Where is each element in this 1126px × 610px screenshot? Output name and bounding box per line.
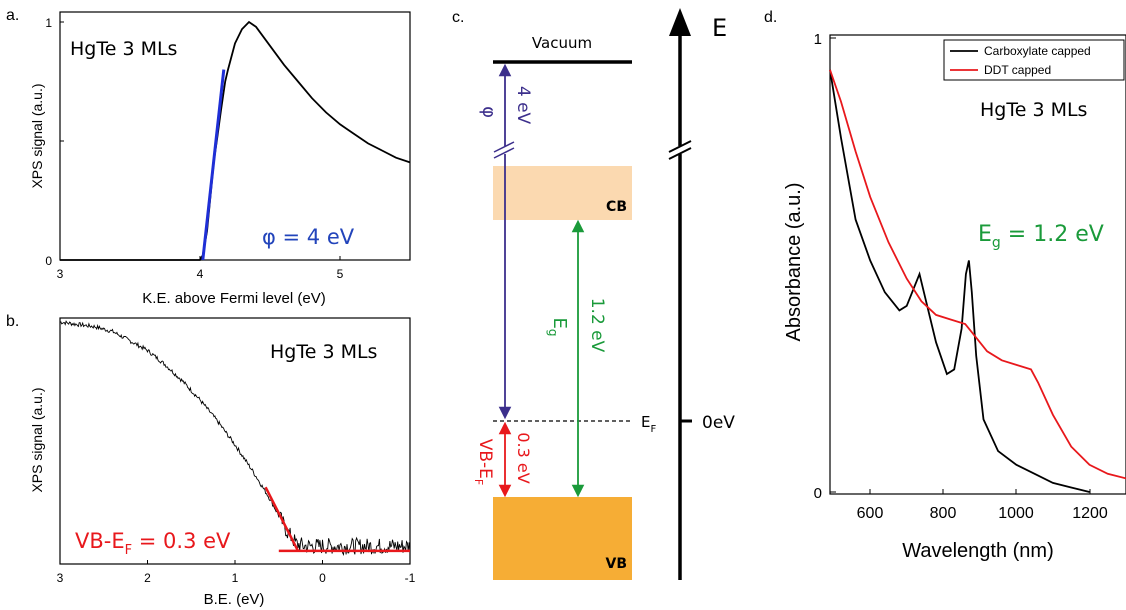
panel-d-ytick-label-1: 1: [814, 31, 822, 48]
panel-b-xtick-label-3: 3: [57, 571, 64, 585]
panel-a-xtick-label-3: 3: [57, 267, 64, 281]
panel-d-legend: [943, 39, 1125, 81]
panel-d-xlabel: Wavelength (nm): [902, 540, 1054, 562]
panel-d-ylabel: Absorbance (a.u.): [783, 183, 805, 342]
panel-b-xtick-label-m1: -1: [405, 571, 416, 585]
panel-d-xtick-label-1000: 1000: [998, 505, 1034, 522]
work-function-break-mark-1: [493, 141, 515, 153]
panel-a-annotation: HgTe 3 MLs: [70, 38, 177, 60]
panel-d-series-ddt: [829, 69, 1126, 480]
panel-a-ytick-label-0: 0: [45, 254, 52, 268]
energy-axis-zero-label: 0eV: [702, 413, 735, 433]
valence-band: [493, 497, 632, 580]
vb-ef-label: VB-EF: [472, 439, 495, 486]
conduction-band: [493, 166, 632, 220]
panel-d: d. 1 0 600 800 1000 1200 Wavelength (nm)…: [764, 9, 1126, 562]
panel-b-ylabel: XPS signal (a.u.): [29, 387, 45, 492]
panel-b-xtick-label-1: 1: [232, 571, 239, 585]
fermi-level-label: EF: [641, 413, 656, 435]
work-function-symbol: φ: [478, 106, 499, 118]
panel-d-gap-label: Eg = 1.2 eV: [978, 222, 1104, 251]
panel-d-frame: [829, 34, 1126, 495]
panel-d-xtick-label-600: 600: [857, 505, 884, 522]
panel-c: c. Vacuum CB VB EF φ 4 eV Eg 1.2 eV VB-E…: [452, 8, 735, 580]
panel-d-xtick-label-800: 800: [930, 505, 957, 522]
energy-axis-break-mark-1: [668, 140, 692, 153]
panel-a-ytick-label-1: 1: [45, 16, 52, 30]
band-gap-symbol: Eg: [546, 318, 570, 337]
panel-b-series-line: [59, 320, 411, 556]
legend-label-carboxylate: Carboxylate capped: [984, 44, 1091, 58]
panel-a-xtick-label-5: 5: [337, 267, 344, 281]
panel-d-annotation: HgTe 3 MLs: [980, 99, 1087, 121]
vacuum-label: Vacuum: [532, 34, 592, 52]
panel-b-xlabel: B.E. (eV): [204, 591, 265, 608]
panel-b-fit-line-slope: [264, 486, 300, 552]
cb-label: CB: [606, 199, 627, 215]
panel-c-label: c.: [452, 9, 464, 26]
panel-a-xtick-label-4: 4: [197, 267, 204, 281]
panel-b-xtick-label-2: 2: [144, 571, 151, 585]
panel-b-label: b.: [6, 313, 19, 330]
panel-a-fit-line: [201, 69, 226, 261]
legend-label-ddt: DDT capped: [984, 63, 1051, 77]
energy-axis-break-mark-2: [668, 147, 692, 160]
panel-a-label: a.: [6, 7, 19, 24]
energy-axis-label: E: [712, 14, 727, 42]
panel-a-fit-label: φ = 4 eV: [262, 225, 355, 249]
panel-d-ytick-label-0: 0: [814, 485, 822, 502]
panel-b-annotation: HgTe 3 MLs: [270, 341, 377, 363]
vb-label: VB: [605, 556, 627, 572]
panel-a-xlabel: K.E. above Fermi level (eV): [142, 290, 325, 307]
panel-a-ylabel: XPS signal (a.u.): [29, 83, 45, 188]
energy-axis-arrowhead: [669, 8, 691, 36]
panel-a-frame: [59, 11, 411, 261]
work-function-value: 4 eV: [513, 86, 533, 125]
band-gap-value: 1.2 eV: [587, 298, 607, 353]
work-function-break-mark-2: [493, 147, 515, 159]
panel-b-xtick-label-0: 0: [319, 571, 326, 585]
energy-axis-break-gap: [670, 146, 690, 154]
panel-d-label: d.: [764, 9, 777, 26]
work-function-arrow-break-gap: [495, 146, 515, 154]
panel-b: b. 3 2 1 0 -1 B.E. (eV) XPS signal (a.u.…: [6, 313, 416, 608]
panel-b-fit-label: VB-EF = 0.3 eV: [75, 529, 231, 558]
vb-ef-value: 0.3 eV: [514, 432, 533, 483]
panel-a: a. 1 0 3 4 5 K.E. above Fermi level (eV)…: [6, 7, 411, 307]
panel-d-xtick-label-1200: 1200: [1072, 505, 1108, 522]
panel-d-series-carboxylate: [829, 69, 1090, 493]
